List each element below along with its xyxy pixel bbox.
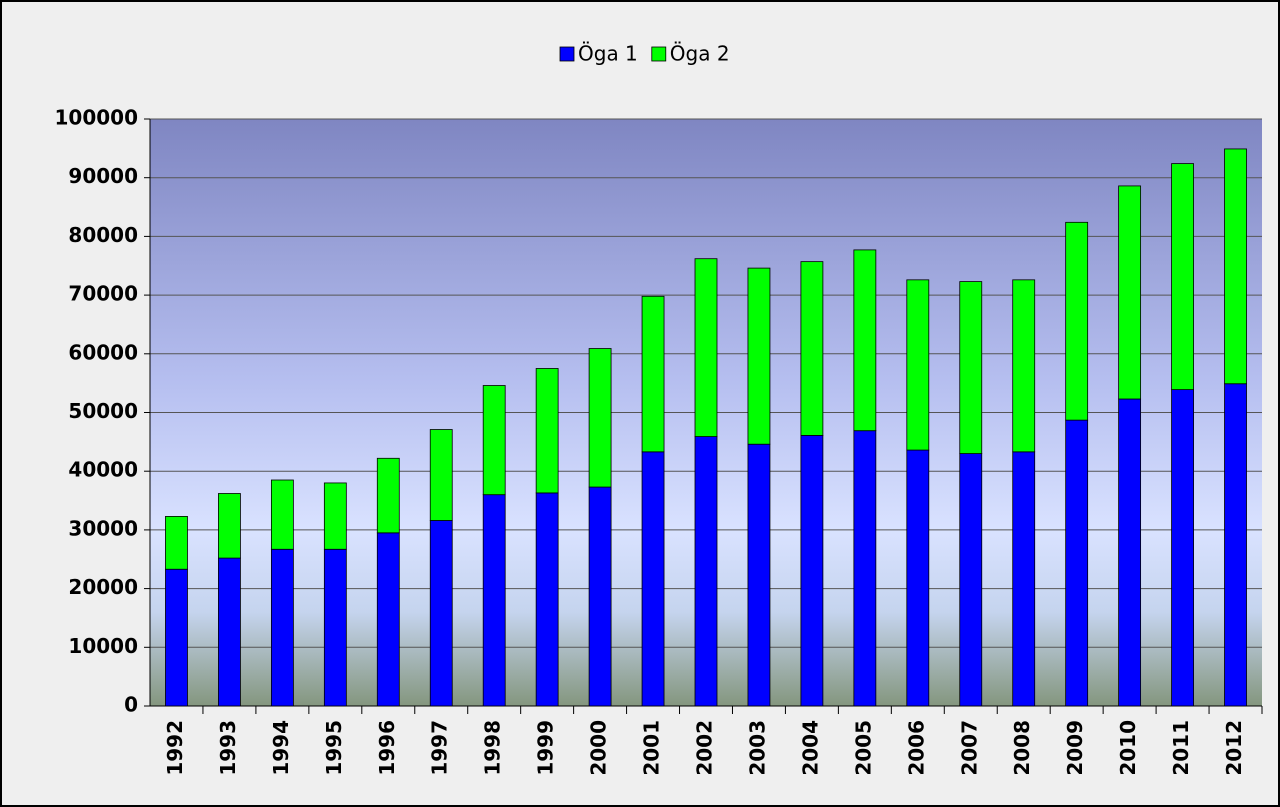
bar-segment: [535, 492, 559, 707]
bar-segment: [1224, 383, 1247, 707]
y-tick-label: 100000: [55, 106, 139, 130]
legend-label: Öga 1: [578, 42, 638, 66]
bar-segment: [429, 520, 453, 707]
bar-segment: [853, 249, 877, 432]
bar-segment: [853, 430, 877, 707]
y-tick-label: 70000: [68, 282, 138, 306]
bar-segment: [323, 548, 347, 707]
x-tick-label: 1994: [269, 720, 293, 776]
x-tick-label: 2006: [904, 720, 928, 776]
bar-segment: [429, 429, 453, 521]
x-tick-label: 2001: [640, 720, 664, 776]
x-tick-label: 1996: [375, 720, 399, 776]
bar-segment: [376, 457, 400, 534]
bar-segment: [1118, 398, 1142, 707]
y-tick-label: 60000: [68, 340, 138, 364]
y-tick-label: 40000: [68, 458, 138, 482]
x-tick-label: 2005: [851, 720, 875, 776]
bar-segment: [1065, 221, 1089, 421]
x-tick-label: 2012: [1222, 720, 1246, 776]
bar-segment: [1012, 451, 1036, 707]
bar-segment: [959, 281, 983, 454]
x-tick-label: 1992: [163, 720, 187, 776]
y-tick-label: 0: [124, 693, 138, 717]
x-tick-label: 1993: [216, 720, 240, 776]
y-tick-label: 50000: [68, 399, 138, 423]
x-tick-label: 1995: [322, 720, 346, 776]
x-tick-label: 2010: [1116, 720, 1140, 776]
x-tick-label: 2004: [798, 720, 822, 776]
x-tick-label: 1997: [428, 720, 452, 776]
bar-segment: [694, 258, 718, 437]
y-tick-label: 10000: [68, 634, 138, 658]
bar-segment: [747, 443, 771, 707]
legend-swatch: [651, 46, 667, 62]
bar-segment: [1171, 389, 1194, 707]
x-tick-label: 1998: [481, 720, 505, 776]
x-tick-label: 1999: [534, 720, 558, 776]
bar-segment: [800, 434, 824, 707]
x-tick-label: 2007: [957, 720, 981, 776]
bar-segment: [218, 557, 241, 707]
legend-label: Öga 2: [670, 42, 730, 66]
legend: Öga 1 Öga 2: [559, 42, 730, 66]
bar-segment: [218, 493, 241, 559]
bar-segment: [165, 568, 188, 707]
bar-segment: [1118, 185, 1142, 400]
bar-segment: [588, 348, 612, 488]
bar-segment: [747, 267, 771, 445]
bar-segment: [1171, 163, 1194, 391]
bar-segment: [1012, 279, 1036, 453]
x-tick-label: 2008: [1010, 720, 1034, 776]
bar-segment: [959, 453, 983, 707]
bar-segment: [906, 279, 930, 451]
bar-segment: [694, 436, 718, 707]
legend-swatch: [559, 46, 575, 62]
bar-segment: [641, 295, 665, 453]
bar-segment: [165, 515, 188, 570]
y-tick-label: 30000: [68, 516, 138, 540]
bar-segment: [1224, 148, 1247, 385]
bar-segment: [906, 449, 930, 707]
bar-segment: [270, 479, 294, 550]
bar-segment: [800, 261, 824, 436]
bar-segment: [376, 532, 400, 707]
bar-segment: [588, 486, 612, 707]
y-tick-label: 80000: [68, 223, 138, 247]
bar-segment: [535, 368, 559, 494]
bar-segment: [482, 385, 506, 496]
x-tick-label: 2003: [745, 720, 769, 776]
bar-segment: [1065, 419, 1089, 707]
bar-segment: [323, 482, 347, 550]
x-tick-label: 2000: [587, 720, 611, 776]
bar-segment: [641, 451, 665, 707]
x-tick-label: 2002: [693, 720, 717, 776]
y-tick-label: 90000: [68, 164, 138, 188]
y-tick-label: 20000: [68, 575, 138, 599]
x-tick-label: 2009: [1063, 720, 1087, 776]
bar-segment: [270, 548, 294, 707]
bar-segment: [482, 494, 506, 707]
x-tick-label: 2011: [1169, 720, 1193, 776]
